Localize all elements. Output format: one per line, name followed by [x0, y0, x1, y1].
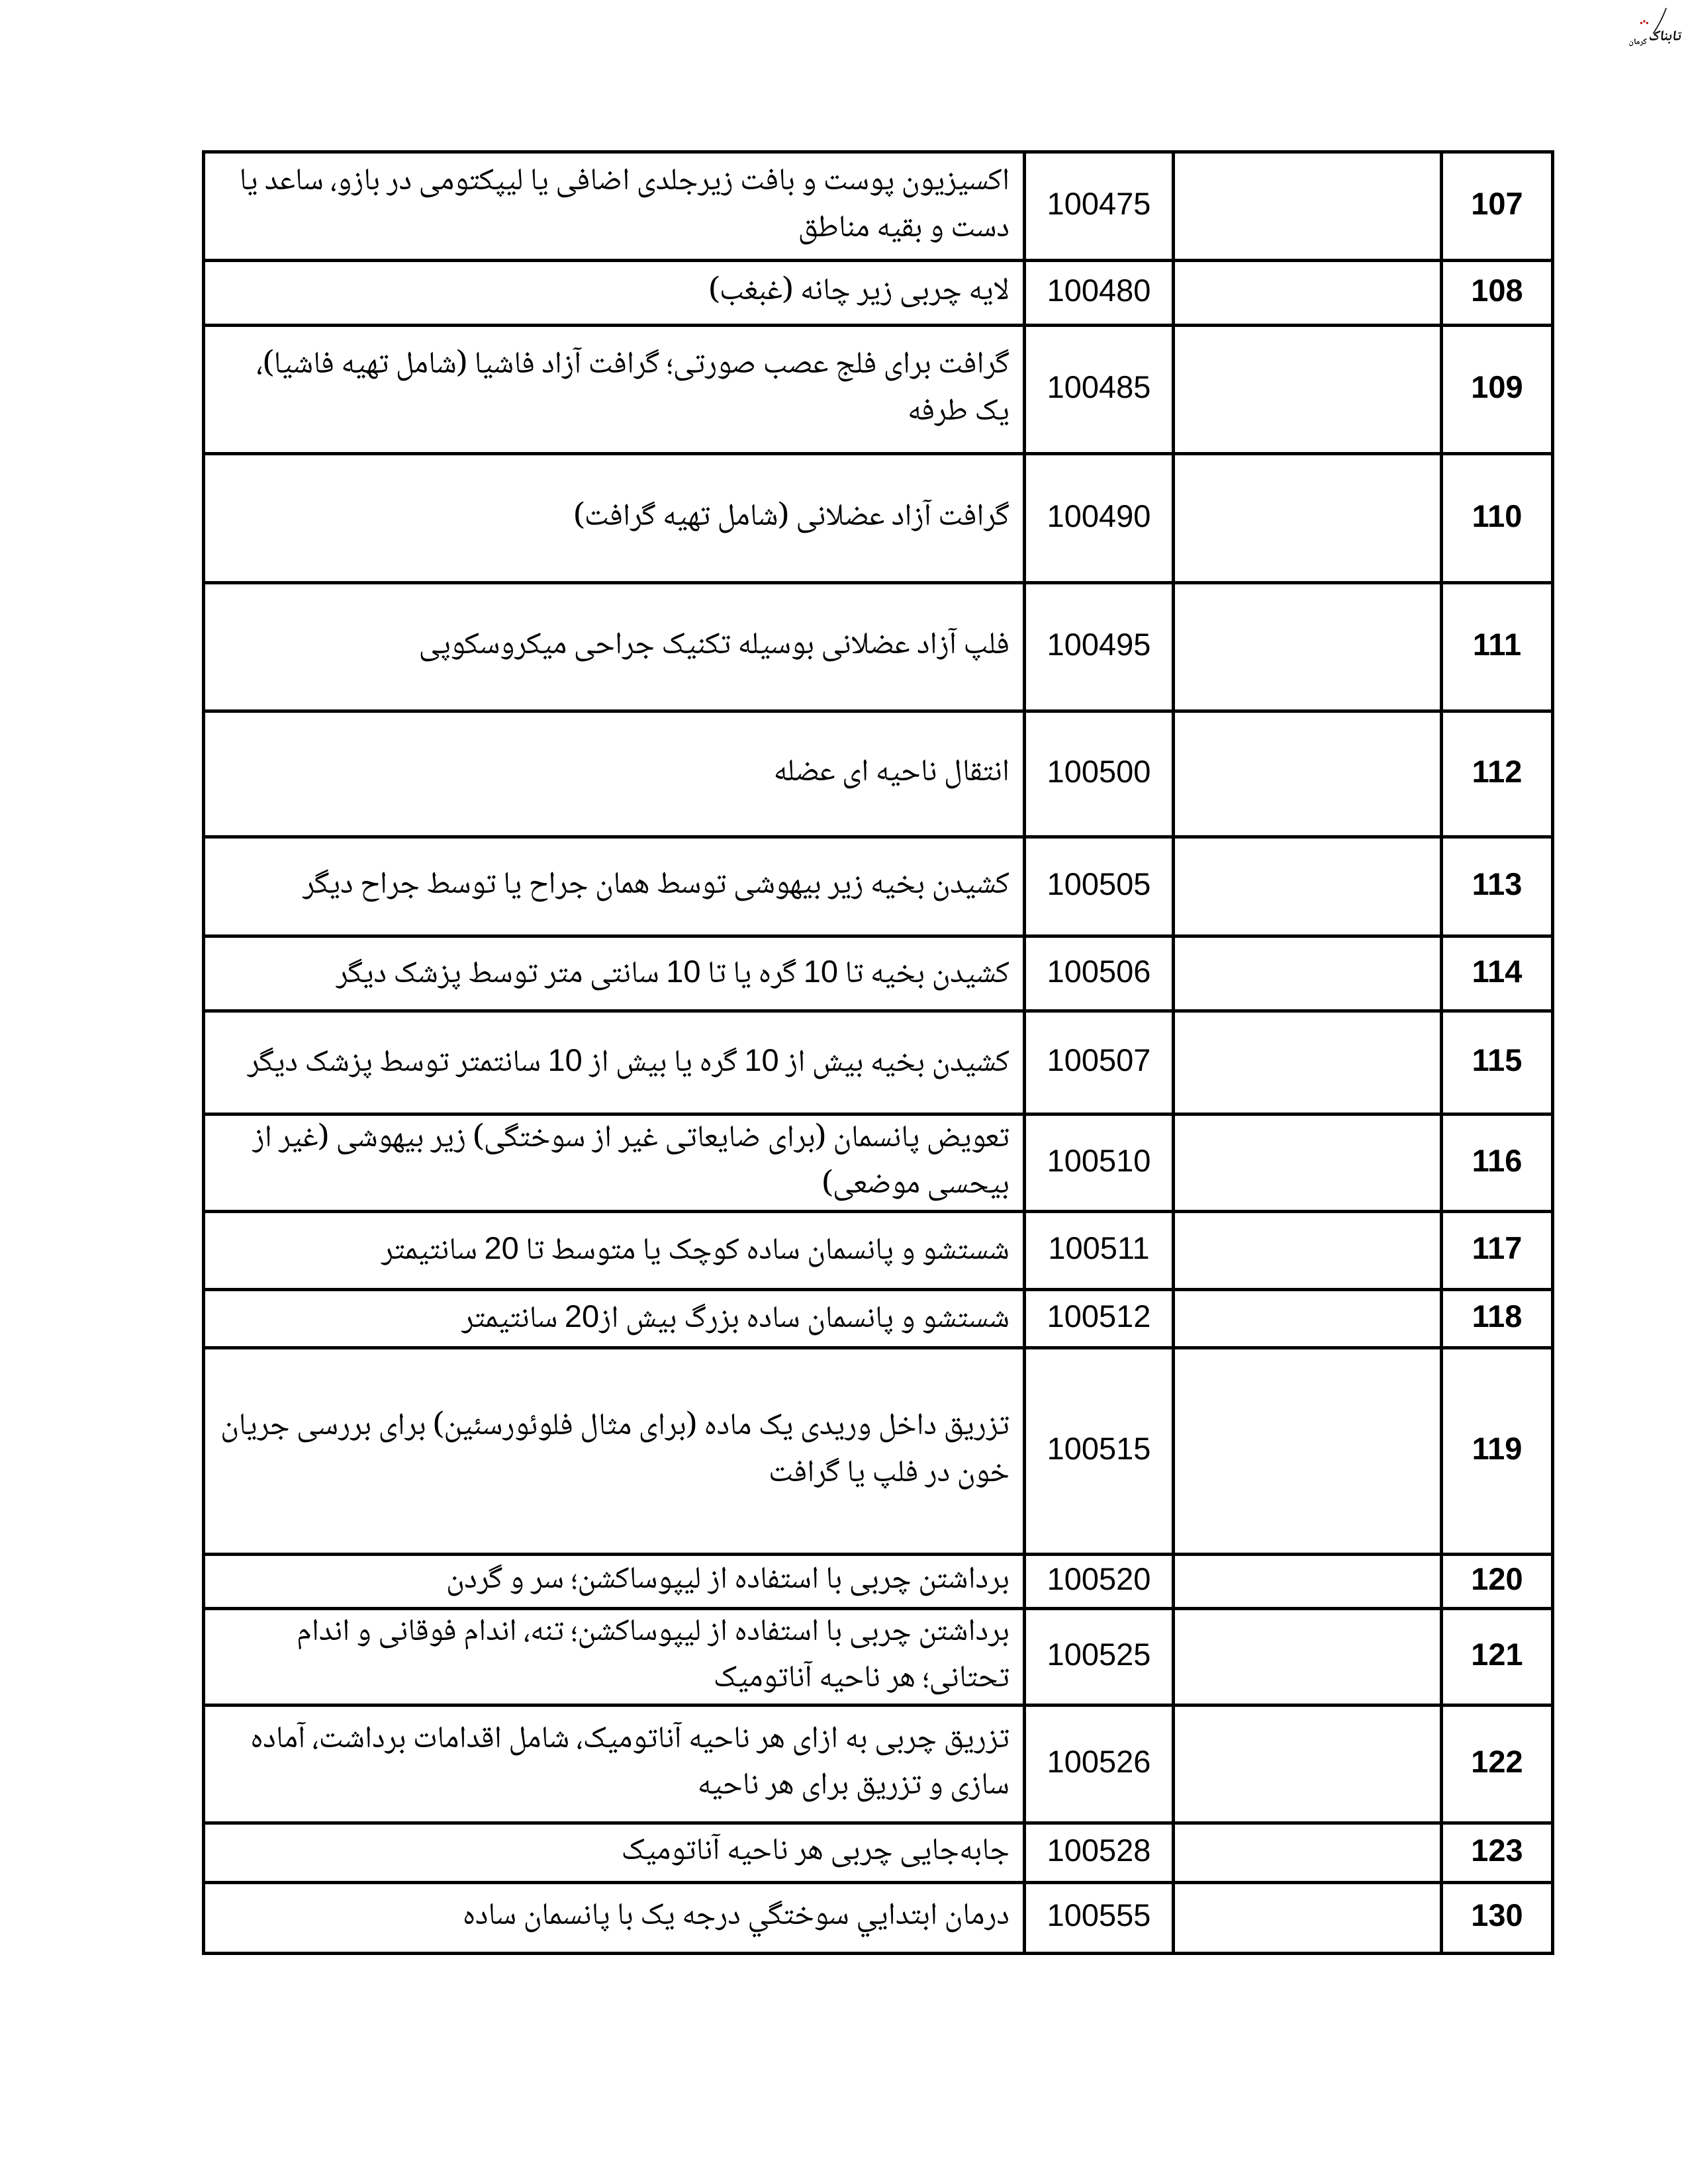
- svg-text:تابناک: تابناک: [1646, 25, 1681, 50]
- svg-text:کرمان: کرمان: [1628, 36, 1647, 50]
